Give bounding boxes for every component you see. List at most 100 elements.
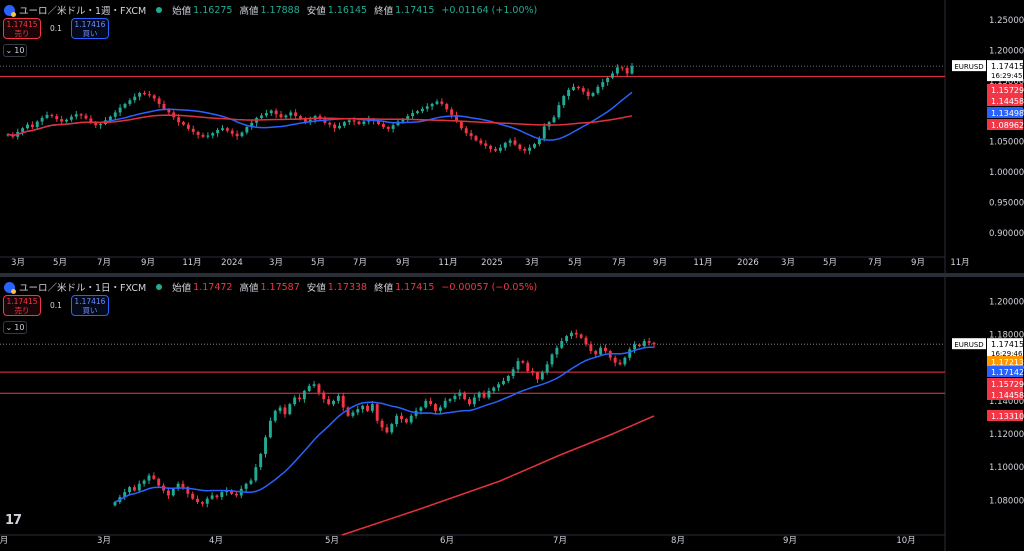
candle [618, 362, 622, 365]
candle [298, 397, 301, 400]
candle [502, 380, 505, 385]
candle [69, 116, 73, 120]
candle [201, 134, 205, 137]
symbol-tag-bg [952, 338, 986, 350]
candle [537, 138, 541, 145]
candle [302, 390, 306, 400]
buy-price: 1.17416 [74, 20, 106, 29]
candle [516, 361, 520, 370]
x-tick-label: 7月 [553, 536, 567, 546]
candle [463, 392, 467, 400]
candle [386, 127, 390, 129]
candle [652, 342, 656, 345]
low-value: 1.17338 [327, 281, 368, 293]
symbol-tag-bg [952, 60, 986, 72]
x-tick-label: 4月 [209, 536, 223, 546]
candle [152, 95, 156, 99]
buy-button[interactable]: 1.17416 買い [70, 295, 109, 316]
indicators-collapse-button[interactable]: ⌄ 10 [3, 321, 27, 334]
x-tick-label: 11月 [950, 258, 969, 268]
candle [603, 347, 607, 352]
x-tick-label: 5月 [53, 258, 67, 268]
x-tick-label: 2026 [737, 258, 759, 268]
x-tick-label: 3月 [11, 258, 25, 268]
candle [633, 344, 637, 350]
candle [613, 357, 617, 363]
candle [557, 105, 561, 118]
weekly-chart-pane[interactable]: 1.250001.200001.150001.100001.050001.000… [0, 0, 1024, 273]
candle [404, 419, 408, 423]
candle [230, 130, 234, 134]
candle [552, 117, 556, 123]
x-tick-label: 11月 [693, 258, 712, 268]
candle [419, 407, 423, 411]
y-tick-label: 1.10000 [989, 463, 1024, 473]
pane-divider[interactable] [0, 273, 1024, 277]
candle [411, 113, 415, 117]
price-tag-bg [987, 389, 1023, 400]
x-tick-label: 7月 [868, 258, 882, 268]
candle [572, 86, 575, 90]
market-status-icon [156, 7, 163, 13]
candle [94, 122, 98, 126]
candle [341, 395, 345, 408]
daily-chart-pane[interactable]: 1.200001.180001.160001.140001.120001.100… [0, 277, 1024, 551]
trade-buttons: 1.17415 売り 0.1 1.17416 買い [3, 295, 109, 316]
tradingview-logo[interactable]: 17 [5, 513, 22, 528]
symbol-title[interactable]: ユーロ／米ドル・1週・FXCM [19, 6, 147, 17]
candle [606, 77, 610, 83]
buy-button[interactable]: 1.17416 買い [70, 18, 109, 39]
candle [273, 410, 277, 421]
sell-button[interactable]: 1.17415 売り [3, 295, 41, 316]
candle [35, 121, 39, 128]
change-value: +0.01164 (+1.00%) [441, 4, 538, 16]
price-tag: 1.14458 [991, 391, 1024, 400]
candle [484, 143, 488, 146]
close-value: 1.17415 [395, 4, 435, 16]
open-value: 1.17472 [193, 281, 233, 293]
candle [176, 483, 180, 489]
candle [317, 384, 321, 393]
candle [166, 490, 170, 496]
candle [448, 399, 452, 401]
candle [250, 122, 254, 128]
indicators-collapse-button[interactable]: ⌄ 10 [3, 44, 27, 57]
y-tick-label: 1.20000 [989, 297, 1024, 307]
high-value: 1.17587 [260, 281, 300, 293]
buy-label: 買い [82, 29, 98, 38]
candle [308, 119, 312, 123]
candle [513, 140, 517, 145]
price-tag: 1.15729 [991, 86, 1024, 95]
ma-red-line [7, 114, 633, 137]
candle [445, 103, 449, 110]
candle [623, 357, 627, 365]
candle [254, 467, 258, 481]
y-tick-label: 1.25000 [989, 16, 1024, 26]
candle [377, 120, 380, 124]
x-tick-label: 5月 [568, 258, 582, 268]
price-tag-bg [987, 378, 1023, 389]
candle [205, 498, 209, 504]
trade-buttons: 1.17415 売り 0.1 1.17416 買い [3, 18, 109, 39]
buy-label: 買い [82, 306, 98, 315]
candle [283, 407, 287, 415]
low-label: 安値 [306, 283, 326, 294]
candle [497, 384, 501, 388]
open-value: 1.16275 [193, 4, 233, 16]
sell-button[interactable]: 1.17415 売り [3, 18, 41, 39]
eurusd-flag-icon [4, 281, 16, 294]
symbol-title[interactable]: ユーロ／米ドル・1日・FXCM [19, 283, 147, 294]
weekly-chart-canvas[interactable]: 1.250001.200001.150001.100001.050001.000… [0, 0, 1024, 273]
candle [268, 420, 272, 438]
candle [249, 480, 253, 484]
daily-chart-canvas[interactable]: 1.200001.180001.160001.140001.120001.100… [0, 277, 1024, 551]
x-tick-label: 9月 [911, 258, 925, 268]
x-tick-label: 7月 [97, 258, 111, 268]
candle [50, 114, 54, 117]
candle [533, 144, 536, 148]
spread-value: 0.1 [50, 24, 62, 33]
candle [157, 98, 161, 104]
candle [455, 114, 458, 122]
candle [128, 100, 132, 104]
candle [336, 395, 340, 401]
